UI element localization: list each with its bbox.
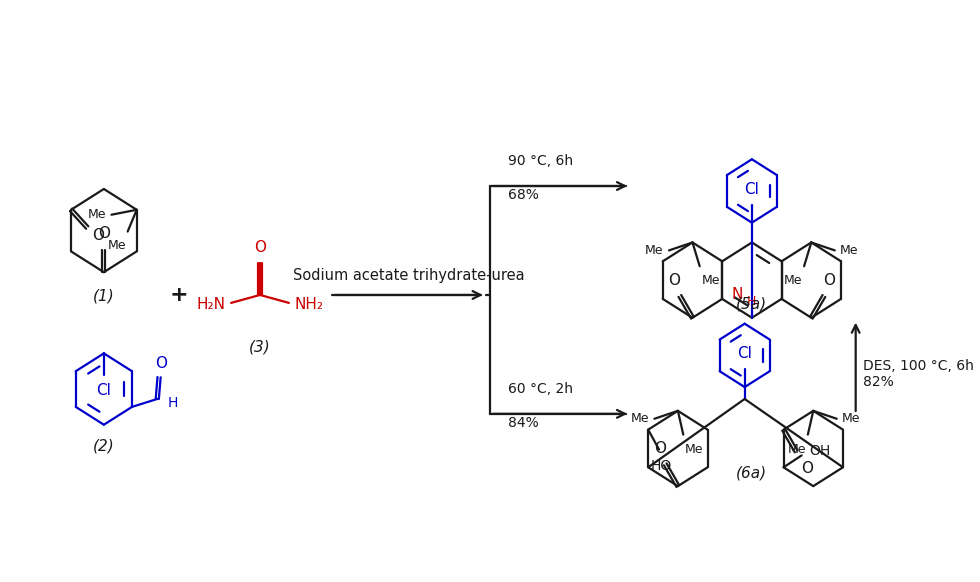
Text: NH₂: NH₂ xyxy=(294,297,323,313)
Text: Cl: Cl xyxy=(737,346,752,361)
Text: N: N xyxy=(731,288,743,303)
Text: (2): (2) xyxy=(93,439,115,453)
Text: 82%: 82% xyxy=(863,375,894,389)
Text: O: O xyxy=(802,462,813,476)
Text: HO: HO xyxy=(650,459,671,473)
Text: H₂N: H₂N xyxy=(197,297,225,313)
Text: OH: OH xyxy=(808,445,830,459)
Text: Me: Me xyxy=(645,244,663,257)
Text: Me: Me xyxy=(630,412,649,425)
Text: O: O xyxy=(668,273,680,288)
Text: Me: Me xyxy=(840,244,858,257)
Text: 60 °C, 2h: 60 °C, 2h xyxy=(509,382,573,396)
Text: (6a): (6a) xyxy=(736,466,767,480)
Text: O: O xyxy=(823,273,835,288)
Text: O: O xyxy=(98,226,110,242)
Text: 90 °C, 6h: 90 °C, 6h xyxy=(509,154,573,168)
Text: (1): (1) xyxy=(93,288,115,303)
Text: 84%: 84% xyxy=(509,416,539,430)
Text: Sodium acetate trihydrate-urea: Sodium acetate trihydrate-urea xyxy=(293,268,524,283)
Text: Me: Me xyxy=(784,274,803,287)
Text: Me: Me xyxy=(702,274,720,287)
Text: Cl: Cl xyxy=(745,182,760,197)
Text: +: + xyxy=(170,285,188,305)
Text: Me: Me xyxy=(108,240,125,253)
Text: H: H xyxy=(747,296,757,308)
Text: Me: Me xyxy=(842,412,860,425)
Text: Cl: Cl xyxy=(96,383,112,398)
Text: O: O xyxy=(92,228,104,243)
Text: DES, 100 °C, 6h: DES, 100 °C, 6h xyxy=(863,359,974,373)
Text: 68%: 68% xyxy=(509,188,539,202)
Text: H: H xyxy=(169,396,178,410)
Text: Me: Me xyxy=(87,208,106,221)
Text: O: O xyxy=(254,240,266,255)
Text: (3): (3) xyxy=(249,339,270,354)
Text: (5a): (5a) xyxy=(736,297,767,312)
Text: O: O xyxy=(155,356,167,371)
Text: O: O xyxy=(654,441,665,456)
Text: Me: Me xyxy=(788,442,806,456)
Text: Me: Me xyxy=(685,442,704,456)
